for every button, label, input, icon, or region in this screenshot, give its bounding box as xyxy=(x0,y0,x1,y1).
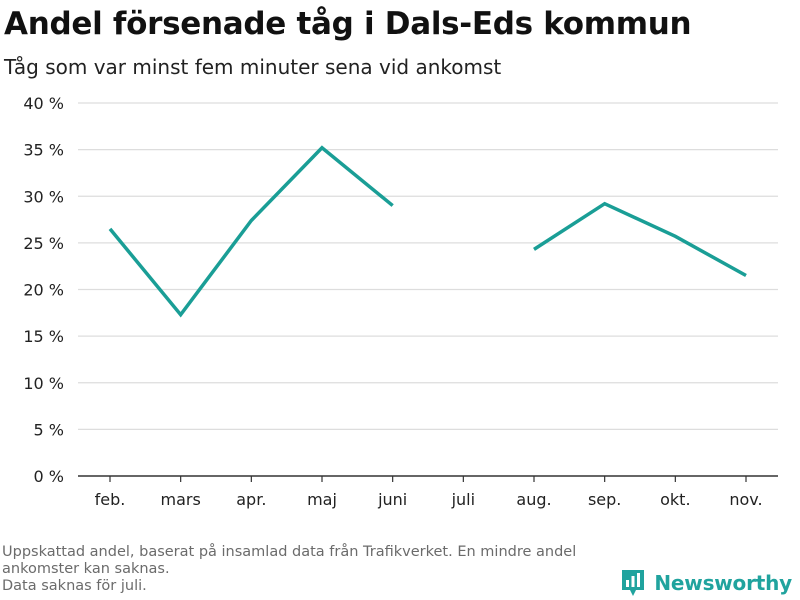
x-tick-label: maj xyxy=(307,490,337,509)
y-tick-label: 15 % xyxy=(23,327,64,346)
footnote: Uppskattad andel, baserat på insamlad da… xyxy=(2,544,642,595)
brand-logo: Newsworthy xyxy=(620,568,792,598)
footnote-source: Uppskattad andel, baserat på insamlad da… xyxy=(2,544,577,577)
y-tick-label: 40 % xyxy=(23,94,64,113)
series-line-segment xyxy=(533,201,747,278)
x-tick-label: feb. xyxy=(95,490,126,509)
x-tick-label: aug. xyxy=(516,490,551,509)
x-tick-label: okt. xyxy=(660,490,690,509)
y-tick-label: 20 % xyxy=(23,281,64,300)
x-tick-label: juli xyxy=(451,490,475,509)
bar-chart-logo-icon xyxy=(622,570,645,596)
x-axis: feb. mars apr. maj juni juli aug. sep. okt. nov. xyxy=(78,475,778,509)
y-axis-ticks: 0 % 5 % 10 % 15 % 20 % 25 % 30 % 35 % 40 % xyxy=(23,94,64,486)
y-tick-label: 35 % xyxy=(23,141,64,160)
y-tick-label: 0 % xyxy=(34,467,64,486)
line-chart: 0 % 5 % 10 % 15 % 20 % 25 % 30 % 35 % 40 % feb. m… xyxy=(23,94,778,509)
y-tick-label: 30 % xyxy=(23,187,64,206)
brand-name: Newsworthy xyxy=(654,571,792,595)
x-tick-label: juni xyxy=(377,490,407,509)
y-tick-label: 10 % xyxy=(23,374,64,393)
series-line-segment xyxy=(108,145,394,318)
x-tick-label: apr. xyxy=(236,490,266,509)
x-tick-label: mars xyxy=(161,490,201,509)
chart-subtitle: Tåg som var minst fem minuter sena vid a… xyxy=(4,55,502,79)
x-tick-label: sep. xyxy=(588,490,621,509)
x-tick-label: nov. xyxy=(729,490,762,509)
grid-lines xyxy=(78,102,778,430)
y-tick-label: 25 % xyxy=(23,234,64,253)
chart-title: Andel försenade tåg i Dals-Eds kommun xyxy=(4,6,692,42)
footnote-missing-data: Data saknas för juli. xyxy=(2,578,147,594)
series-lines xyxy=(108,145,747,318)
y-tick-label: 5 % xyxy=(34,420,64,439)
